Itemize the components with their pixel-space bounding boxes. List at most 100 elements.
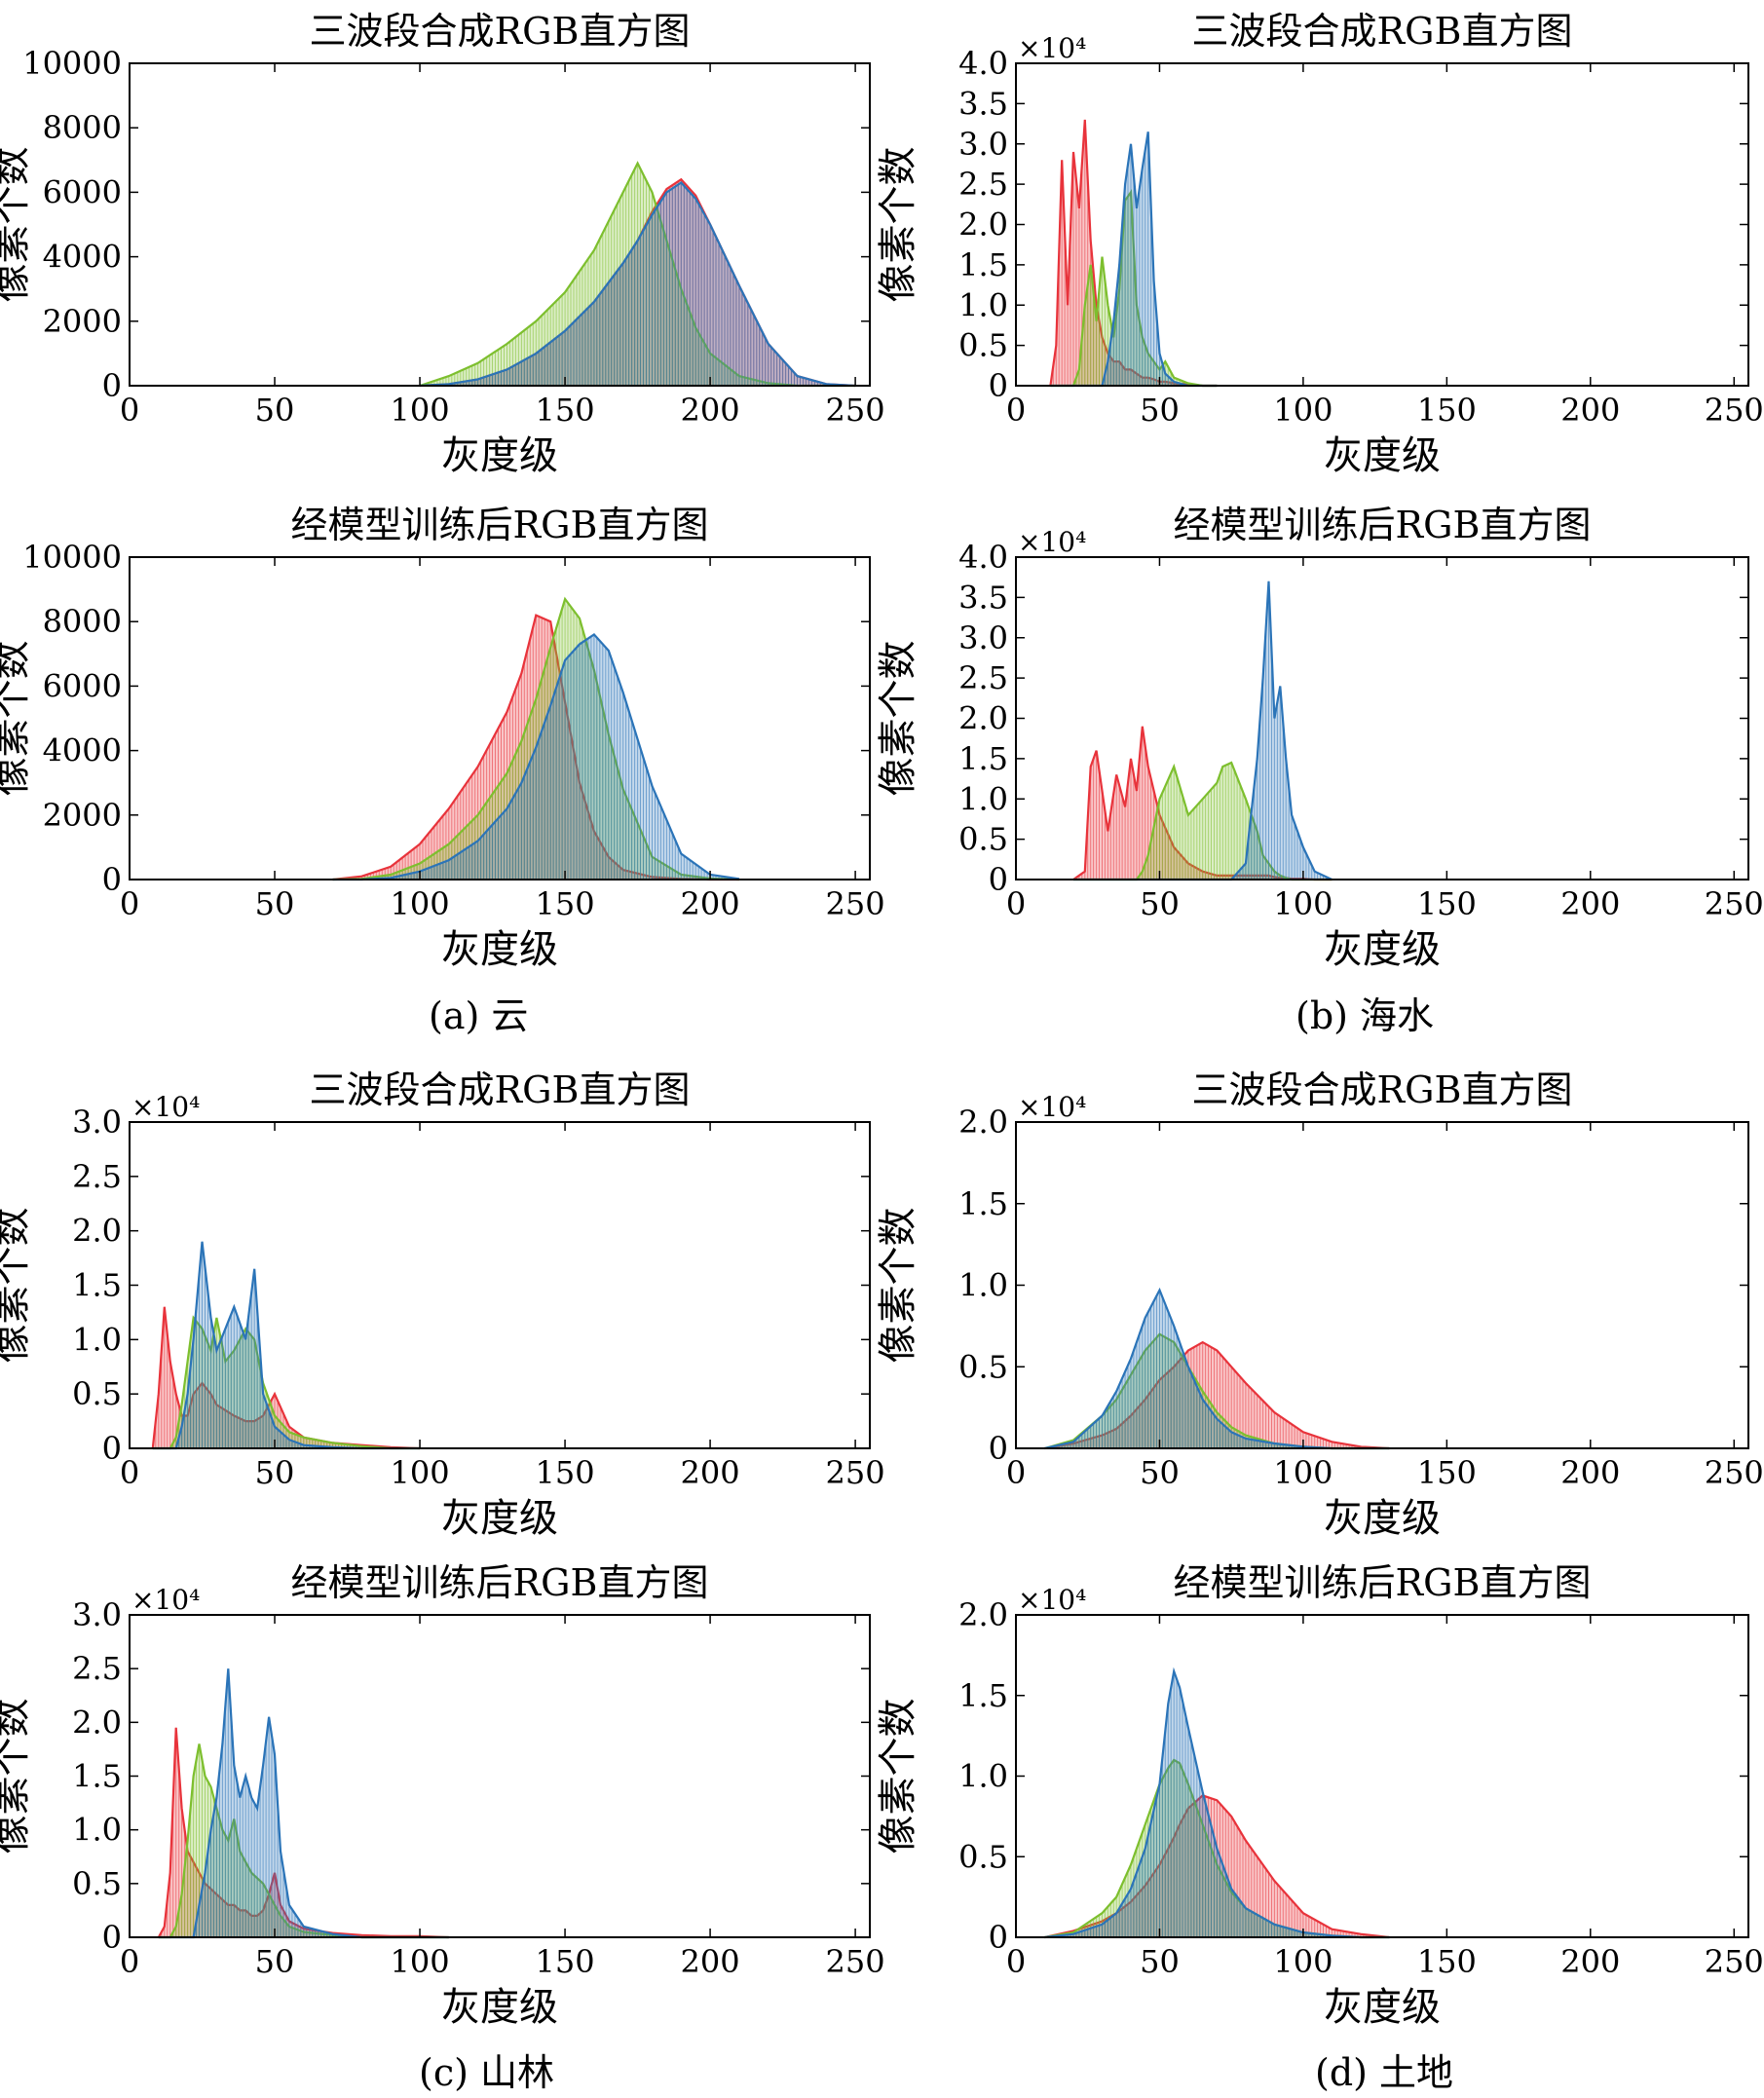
x-tick-label: 150 [536,392,595,429]
y-tick-label: 2.0 [958,1104,1008,1141]
chart-title: 三波段合成RGB直方图 [310,1068,691,1111]
y-tick-label: 2.5 [72,1650,122,1687]
x-tick-label: 200 [681,1943,740,1980]
y-exponent-label: ×10⁴ [131,1584,200,1616]
y-axis-label: 像素个数 [876,641,920,797]
x-tick-label: 0 [120,392,139,429]
y-tick-label: 0.5 [958,1348,1008,1385]
x-tick-label: 250 [1705,885,1764,922]
y-exponent-label: ×10⁴ [1018,1091,1086,1123]
x-tick-label: 200 [1560,885,1620,922]
y-tick-label: 2.0 [72,1704,122,1741]
y-tick-label: 2000 [43,303,122,340]
x-tick-label: 150 [1417,1454,1477,1491]
series-area-red [1073,726,1332,880]
chart-panel-8: 经模型训练后RGB直方图 0 50 100 150 200 250 0 0.5 1.0 1.5 2.0… [876,1561,1764,2030]
y-tick-label: 2.0 [958,700,1008,737]
x-tick-label: 250 [1705,392,1764,429]
x-tick-label: 50 [255,885,295,922]
chart-title: 三波段合成RGB直方图 [1192,10,1573,53]
y-tick-label: 0 [989,1919,1008,1956]
x-tick-label: 150 [536,885,595,922]
y-tick-label: 1.0 [72,1812,122,1849]
y-tick-label: 0 [989,861,1008,898]
y-tick-label: 3.5 [958,579,1008,616]
x-tick-label: 100 [1273,1454,1332,1491]
chart-panel-6: 三波段合成RGB直方图 0 50 100 150 200 250 0 0.5 1.0 1.5 2.0 ×… [876,1068,1764,1541]
x-tick-label: 50 [1140,392,1180,429]
y-tick-label: 2.5 [958,659,1008,696]
series-line-red [1044,1794,1390,1939]
y-tick-label: 1.5 [958,1677,1008,1714]
chart-title: 经模型训练后RGB直方图 [291,504,709,546]
x-tick-label: 50 [255,392,295,429]
chart-panel-7: 经模型训练后RGB直方图 0 50 100 150 200 250 0 0.5 1.0 1.5 2.0… [0,1561,885,2030]
y-tick-label: 1.5 [958,246,1008,283]
x-tick-label: 100 [1273,392,1332,429]
y-tick-label: 4000 [43,239,122,276]
y-axis-label: 像素个数 [0,1699,34,1854]
series-line-blue [1044,1287,1390,1450]
x-tick-label: 100 [1273,1943,1332,1980]
y-tick-label: 0 [102,1430,122,1467]
x-tick-label: 50 [1140,1943,1180,1980]
plot-frame [129,62,871,387]
chart-panel-1: 三波段合成RGB直方图 0 50 100 150 200 250 0 2000 4000 6000 8… [0,10,885,478]
y-tick-label: 2.5 [72,1158,122,1195]
series-line-blue [419,181,856,388]
x-tick-label: 250 [826,392,885,429]
x-tick-label: 0 [120,1454,139,1491]
y-tick-label: 0 [102,367,122,404]
y-tick-label: 1.0 [958,1267,1008,1304]
x-tick-label: 100 [391,1943,450,1980]
y-exponent-label: ×10⁴ [1018,526,1086,558]
x-axis-label: 灰度级 [441,1985,558,2030]
series-bars-blue [196,1668,359,1937]
y-tick-label: 1.0 [958,286,1008,323]
caption-c: (c) 山林 [419,2051,555,2094]
x-tick-label: 100 [391,885,450,922]
y-tick-label: 10000 [22,45,122,82]
y-axis-label: 像素个数 [0,147,34,303]
chart-panel-3: 经模型训练后RGB直方图 0 50 100 150 200 250 0 2000 4000 6000… [0,504,885,972]
y-tick-label: 0 [102,1919,122,1956]
y-tick-label: 1.0 [958,780,1008,817]
y-axis-label: 像素个数 [0,1208,34,1364]
series-area-blue [1073,581,1332,880]
y-tick-label: 0.5 [958,1838,1008,1875]
x-tick-label: 200 [1560,392,1620,429]
y-tick-label: 1.5 [958,1185,1008,1222]
x-tick-label: 0 [120,1943,139,1980]
y-axis-label: 像素个数 [876,1208,920,1364]
x-tick-label: 0 [1006,885,1026,922]
y-tick-label: 2.0 [958,1596,1008,1633]
x-axis-label: 灰度级 [1324,1985,1441,2030]
y-tick-label: 2000 [43,797,122,834]
y-exponent-label: ×10⁴ [131,1091,200,1123]
y-tick-label: 0.5 [72,1865,122,1902]
x-tick-label: 0 [1006,392,1026,429]
y-tick-label: 6000 [43,173,122,210]
series-line-blue [1044,1667,1390,1939]
x-tick-label: 200 [1560,1943,1620,1980]
x-tick-label: 250 [826,885,885,922]
y-exponent-label: ×10⁴ [1018,32,1086,64]
x-tick-label: 100 [391,392,450,429]
x-tick-label: 0 [1006,1943,1026,1980]
plot-frame [129,556,871,880]
y-tick-label: 1.0 [958,1758,1008,1795]
x-axis-label: 灰度级 [1324,1496,1441,1541]
x-tick-label: 100 [1273,885,1332,922]
caption-d: (d) 土地 [1315,2051,1454,2094]
y-tick-label: 0.5 [958,821,1008,858]
y-axis-label: 像素个数 [0,641,34,797]
x-tick-label: 250 [1705,1943,1764,1980]
y-tick-label: 6000 [43,667,122,704]
caption-b: (b) 海水 [1295,994,1435,1037]
y-tick-label: 0 [989,367,1008,404]
caption-a: (a) 云 [429,994,529,1037]
x-tick-label: 200 [681,392,740,429]
y-tick-label: 8000 [43,603,122,640]
